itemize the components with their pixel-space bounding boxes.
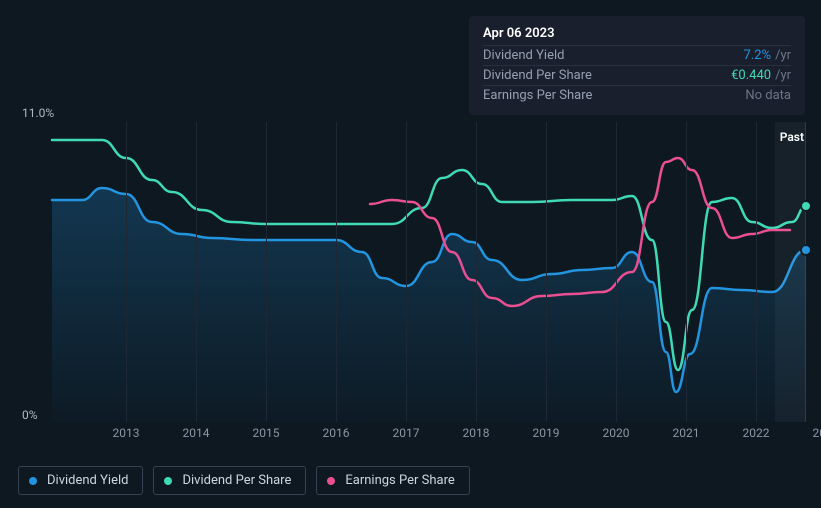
legend-label: Dividend Per Share xyxy=(182,473,291,488)
legend-label: Earnings Per Share xyxy=(345,473,454,488)
tooltip-row: Dividend Per Share€0.440/yr xyxy=(483,65,791,85)
tooltip-row: Earnings Per ShareNo data xyxy=(483,85,791,105)
gridline xyxy=(196,122,197,422)
tooltip-unit: /yr xyxy=(775,68,791,83)
x-axis-tick: 2018 xyxy=(463,426,490,440)
legend: Dividend Yield Dividend Per Share Earnings… xyxy=(18,466,470,495)
legend-item[interactable]: Dividend Yield xyxy=(18,466,143,495)
plot-region[interactable] xyxy=(52,122,806,422)
tooltip-label: Earnings Per Share xyxy=(483,88,745,103)
chart-area: 11.0% 0% Past 20132014201520162017201820… xyxy=(18,106,808,446)
gridline xyxy=(406,122,407,422)
tooltip-value: No data xyxy=(745,88,791,103)
legend-item[interactable]: Earnings Per Share xyxy=(316,466,469,495)
x-axis-tick: 2021 xyxy=(673,426,700,440)
x-axis-tick: 2020 xyxy=(603,426,630,440)
gridline xyxy=(336,122,337,422)
series-area xyxy=(52,188,806,422)
tooltip-unit: /yr xyxy=(775,48,791,63)
tooltip-value: €0.440 xyxy=(731,68,771,83)
gridline xyxy=(126,122,127,422)
legend-label: Dividend Yield xyxy=(47,473,128,488)
x-axis-tick: 2014 xyxy=(183,426,210,440)
legend-dot-icon xyxy=(327,477,335,485)
x-axis-tick: 2022 xyxy=(743,426,770,440)
y-axis-min: 0% xyxy=(22,408,38,422)
gridline xyxy=(616,122,617,422)
legend-item[interactable]: Dividend Per Share xyxy=(153,466,306,495)
y-axis-max: 11.0% xyxy=(22,106,54,120)
gridline xyxy=(476,122,477,422)
gridline xyxy=(546,122,547,422)
x-axis-tick: 2017 xyxy=(393,426,420,440)
gridline xyxy=(266,122,267,422)
future-region xyxy=(775,122,805,422)
gridline xyxy=(686,122,687,422)
x-axis-tick: 2016 xyxy=(323,426,350,440)
tooltip-label: Dividend Per Share xyxy=(483,68,731,83)
tooltip-label: Dividend Yield xyxy=(483,48,744,63)
tooltip-value: 7.2% xyxy=(744,48,772,63)
gridline xyxy=(756,122,757,422)
tooltip-row: Dividend Yield7.2%/yr xyxy=(483,45,791,65)
tooltip-date: Apr 06 2023 xyxy=(483,26,791,41)
x-axis-tick: 2015 xyxy=(253,426,280,440)
legend-dot-icon xyxy=(29,477,37,485)
x-axis-tick: 2023 xyxy=(813,426,821,440)
x-axis-tick: 2019 xyxy=(533,426,560,440)
x-axis-tick: 2013 xyxy=(113,426,140,440)
tooltip-panel: Apr 06 2023 Dividend Yield7.2%/yrDividen… xyxy=(469,16,805,115)
legend-dot-icon xyxy=(164,477,172,485)
